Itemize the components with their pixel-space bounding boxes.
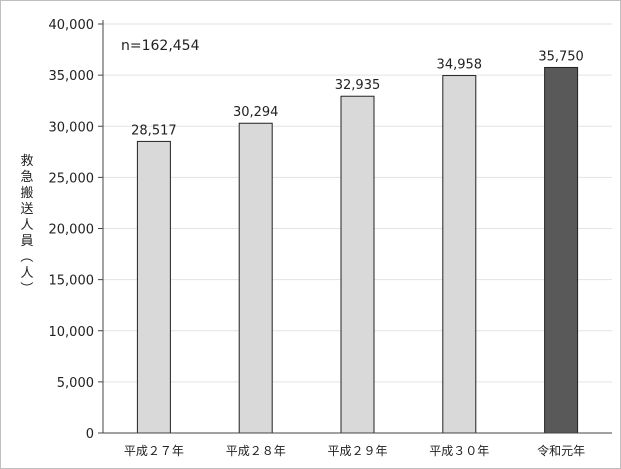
x-tick-label: 令和元年 (537, 443, 585, 458)
data-label: 35,750 (538, 49, 584, 64)
y-axis-label-char: 員 (20, 234, 33, 249)
x-tick-label: 平成２９年 (327, 444, 387, 458)
data-label: 30,294 (233, 105, 279, 120)
y-tick-label: 30,000 (49, 120, 95, 135)
y-tick-label: 15,000 (49, 274, 95, 289)
y-tick-label: 25,000 (49, 171, 95, 186)
data-label: 32,935 (335, 78, 381, 93)
y-axis-label-char: 人 (20, 266, 33, 281)
data-labels: 28,517 30,294 32,935 34,958 35,750 (131, 49, 584, 138)
y-tick-labels: 0 5,000 10,000 15,000 20,000 25,000 30,000 35,0… (49, 18, 95, 442)
y-tick-label: 20,000 (49, 223, 95, 238)
x-tick-label: 平成２７年 (124, 444, 184, 458)
bar-1 (136, 140, 171, 434)
y-axis-label-char: （ (18, 249, 33, 262)
y-tick-label: 40,000 (49, 18, 95, 33)
axes (98, 20, 612, 434)
bar-4 (442, 75, 477, 434)
y-axis-label-char: 搬 (20, 186, 33, 201)
y-axis-label-char: ） (18, 281, 33, 294)
data-label: 28,517 (131, 123, 177, 138)
bar-2 (238, 122, 273, 434)
y-axis-label-char: 人 (20, 218, 33, 233)
x-tick-label: 平成３０年 (429, 444, 489, 458)
y-tick-label: 10,000 (49, 325, 95, 340)
bars (136, 66, 579, 434)
y-tick-label: 5,000 (57, 376, 94, 391)
y-tick-label: 0 (86, 427, 94, 442)
bar-3 (340, 95, 375, 434)
y-axis-label-char: 急 (20, 170, 33, 185)
data-label: 34,958 (437, 58, 483, 73)
y-axis-label-char: 送 (20, 202, 33, 217)
bar-5 (544, 66, 579, 434)
y-tick-label: 35,000 (49, 69, 95, 84)
sample-size-annotation: n=162,454 (121, 38, 200, 54)
x-tick-labels: 平成２７年 平成２８年 平成２９年 平成３０年 令和元年 (124, 443, 585, 458)
x-tick-label: 平成２８年 (226, 444, 286, 458)
y-axis-label-char: 救 (20, 153, 33, 169)
